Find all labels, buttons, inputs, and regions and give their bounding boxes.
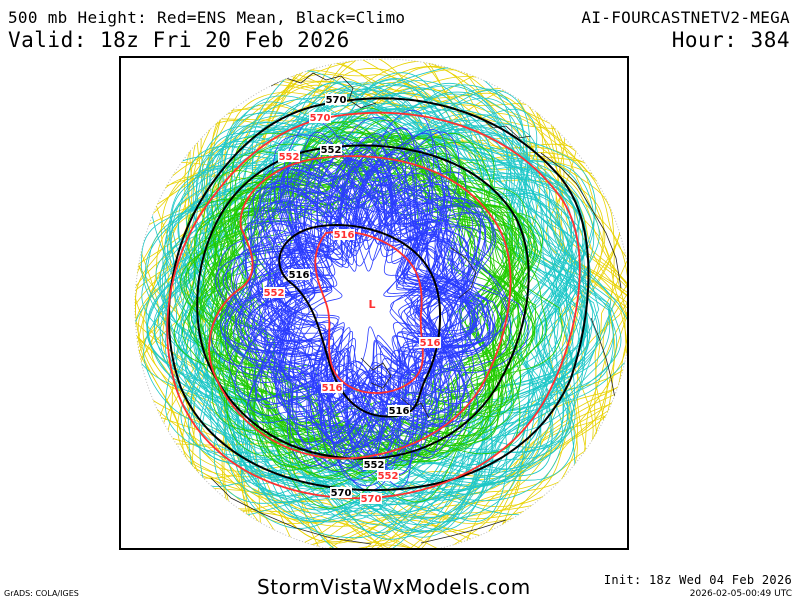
ensemble-member-line: [188, 131, 524, 467]
ensemble-member-line: [225, 129, 471, 465]
svg-text:552: 552: [321, 145, 342, 156]
ensemble-member-line: [176, 78, 612, 507]
label-climo-552-top: 552: [320, 144, 342, 156]
ensemble-member-line: [258, 174, 454, 425]
ensemble-member-line: [164, 82, 595, 511]
ensemble-member-line: [253, 180, 475, 462]
ensemble-member-line: [228, 161, 495, 446]
ensemble-member-line: [290, 173, 459, 416]
svg-text:552: 552: [264, 288, 285, 299]
svg-text:570: 570: [326, 95, 347, 106]
ensemble-member-line: [235, 154, 473, 460]
ensemble-member-line: [202, 136, 526, 471]
ensemble-member-line: [260, 136, 503, 438]
climo-570: [167, 97, 590, 492]
ensemble-member-line: [227, 144, 468, 431]
ensemble-member-line: [224, 142, 471, 463]
ensemble-member-line: [169, 87, 594, 522]
ensemble-member-line: [142, 81, 606, 527]
svg-text:552: 552: [378, 471, 399, 482]
svg-text:552: 552: [279, 152, 300, 163]
ensemble-member-line: [253, 153, 461, 412]
coastlines: [210, 72, 622, 545]
valid-time: Valid: 18z Fri 20 Feb 2026: [8, 28, 350, 52]
ensemble-member-line: [208, 144, 517, 466]
ensemble-member-line: [269, 199, 455, 418]
ensemble-member-line: [180, 143, 507, 478]
ensemble-band-core: [210, 109, 529, 491]
ensemble-member-line: [135, 69, 627, 548]
ensemble-member-line: [245, 182, 474, 433]
grads-credit: GrADS: COLA/IGES: [4, 589, 79, 598]
ensemble-member-line: [222, 117, 511, 481]
map-panel: 570 570 552 552 516: [119, 56, 629, 550]
svg-text:552: 552: [364, 460, 385, 471]
ensemble-member-line: [270, 154, 478, 422]
label-climo-516-bottom: 516: [388, 405, 410, 417]
ensemble-member-line: [182, 135, 495, 452]
svg-text:570: 570: [361, 494, 382, 505]
ensemble-member-line: [250, 109, 529, 491]
svg-text:570: 570: [331, 488, 352, 499]
ensemble-member-line: [262, 148, 474, 449]
ensemble-member-line: [277, 208, 460, 442]
label-mean-552-bottom: 552: [377, 470, 399, 482]
ensemble-member-line: [273, 187, 457, 413]
label-mean-570-top: 570: [309, 112, 331, 124]
map-title: 500 mb Height: Red=ENS Mean, Black=Climo: [8, 8, 406, 27]
site-watermark[interactable]: StormVistaWxModels.com: [257, 575, 531, 599]
label-climo-570-bottom: 570: [330, 487, 352, 499]
label-mean-552-left: 552: [263, 287, 285, 299]
svg-text:516: 516: [289, 270, 310, 281]
model-name: AI-FOURCASTNETV2-MEGA: [581, 8, 790, 27]
mean-552: [208, 155, 512, 460]
ensemble-member-line: [211, 148, 533, 469]
polar-map: 570 570 552 552 516: [134, 58, 627, 548]
ensemble-member-line: [248, 152, 510, 453]
ensemble-member-line: [190, 141, 514, 464]
label-climo-552-bottom: 552: [363, 459, 385, 471]
contour-labels: 570 570 552 552 516: [263, 94, 441, 505]
ensemble-member-line: [156, 66, 627, 545]
mean-516: [314, 230, 424, 394]
ensemble-member-line: [260, 174, 456, 420]
ensemble-member-line: [146, 85, 589, 531]
ensemble-member-line: [238, 127, 497, 459]
svg-text:516: 516: [389, 406, 410, 417]
ensemble-member-line: [221, 131, 478, 476]
ensemble-member-line: [274, 177, 479, 471]
svg-text:516: 516: [322, 383, 343, 394]
ensemble-member-line: [268, 163, 479, 436]
forecast-hour: Hour: 384: [671, 28, 790, 52]
ensemble-member-line: [135, 59, 627, 548]
low-center-marker: L: [368, 298, 375, 311]
label-mean-516-top: 516: [333, 229, 355, 241]
svg-text:516: 516: [420, 338, 441, 349]
ensemble-member-line: [135, 65, 627, 548]
ensemble-member-line: [210, 141, 521, 449]
ensemble-member-line: [147, 102, 600, 523]
climo-552: [196, 144, 530, 460]
ensemble-member-line: [145, 67, 616, 502]
ensemble-member-line: [259, 145, 476, 448]
ensemble-member-line: [215, 135, 529, 462]
label-mean-516-right: 516: [419, 337, 441, 349]
label-mean-552-topleft: 552: [278, 151, 300, 163]
render-timestamp: 2026-02-05-00:49 UTC: [689, 589, 792, 599]
ensemble-member-line: [266, 179, 450, 408]
label-mean-516-bottom: 516: [321, 382, 343, 394]
label-climo-516-left: 516: [288, 269, 310, 281]
svg-text:570: 570: [310, 113, 331, 124]
svg-text:516: 516: [334, 230, 355, 241]
label-climo-570-top: 570: [325, 94, 347, 106]
label-mean-570-bottom: 570: [360, 493, 382, 505]
ensemble-member-line: [234, 162, 493, 442]
init-time: Init: 18z Wed 04 Feb 2026: [603, 573, 792, 587]
